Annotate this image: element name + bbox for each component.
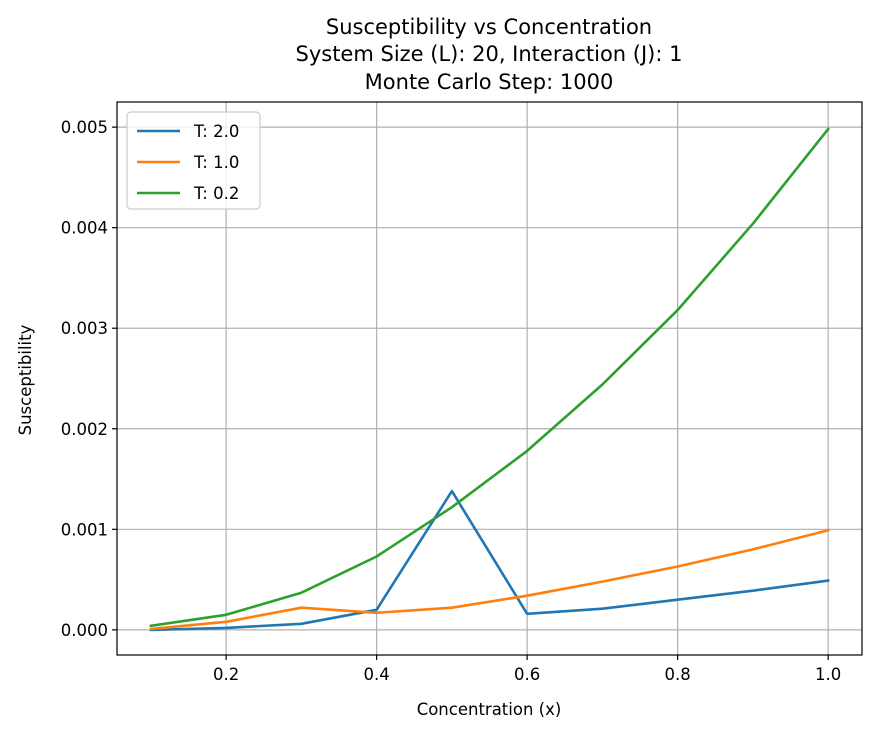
y-tick-label: 0.004 — [61, 219, 108, 238]
series-lines — [149, 127, 830, 632]
y-tick-label: 0.005 — [61, 118, 108, 137]
y-tick-label: 0.001 — [61, 520, 108, 539]
y-tick-label: 0.002 — [61, 420, 108, 439]
series-line-0 — [149, 489, 830, 632]
chart-title-line-3: Monte Carlo Step: 1000 — [365, 70, 614, 94]
legend-label-1: T: 1.0 — [193, 153, 239, 172]
chart-title-line-1: Susceptibility vs Concentration — [326, 15, 652, 39]
series-line-2 — [149, 127, 830, 628]
y-axis-label: Susceptibility — [16, 324, 35, 435]
x-tick-label: 0.2 — [213, 665, 239, 684]
x-tick-label: 1.0 — [815, 665, 841, 684]
y-tick-label: 0.000 — [61, 621, 108, 640]
legend-label-0: T: 2.0 — [193, 122, 239, 141]
y-tick-label: 0.003 — [61, 319, 108, 338]
series-line-1 — [149, 528, 830, 631]
legend-box — [126, 111, 261, 210]
x-axis-label: Concentration (x) — [417, 700, 562, 719]
x-tick-label: 0.4 — [363, 665, 389, 684]
legend: T: 2.0 T: 1.0 T: 0.2 — [126, 111, 261, 210]
x-tick-label: 0.8 — [665, 665, 691, 684]
chart-title-line-2: System Size (L): 20, Interaction (J): 1 — [296, 42, 683, 66]
plot-frame — [116, 101, 863, 656]
legend-label-2: T: 0.2 — [193, 184, 239, 203]
x-tick-label: 0.6 — [514, 665, 540, 684]
axis-ticks: 0.2 0.4 0.6 0.8 1.0 0.000 0.001 0.002 0.003 0.004… — [61, 118, 842, 684]
